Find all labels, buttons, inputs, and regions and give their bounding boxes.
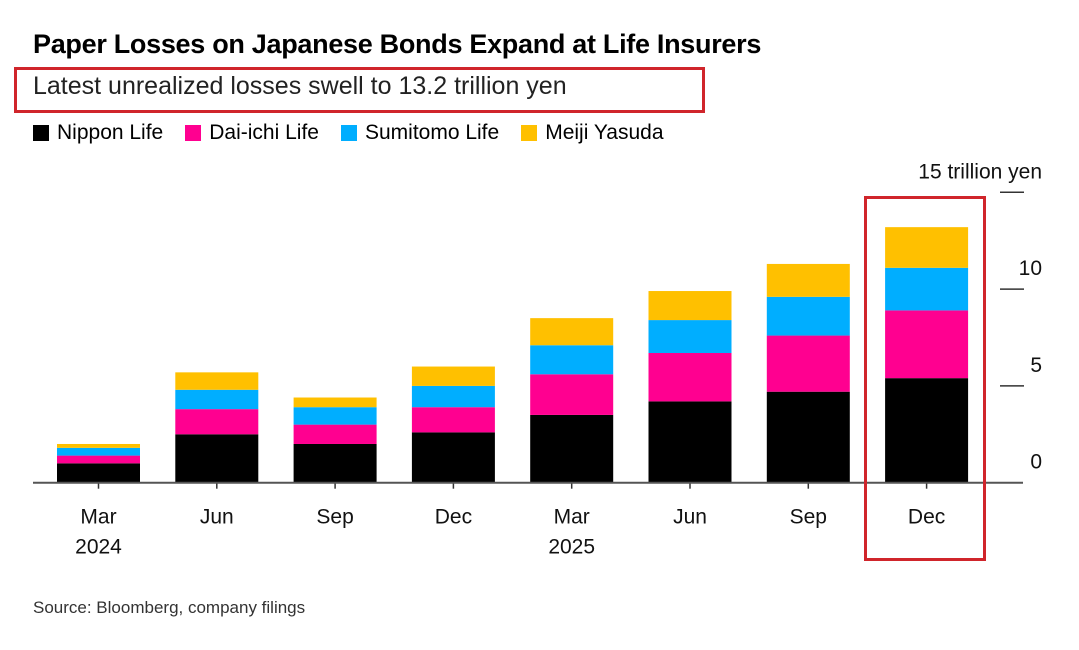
bar-segment [766,391,850,483]
subtitle-highlight-box [14,67,705,113]
y-tick-label: 15 trillion yen [918,160,1042,183]
bar-segment [293,443,377,483]
chart-title: Paper Losses on Japanese Bonds Expand at… [33,29,762,59]
legend-label: Meiji Yasuda [545,121,664,144]
source-note: Source: Bloomberg, company filings [33,598,306,617]
bar-segment [885,310,969,379]
x-tick-label: Dec [908,506,945,529]
legend-item: Dai-ichi Life [185,121,319,145]
bar-segment [648,401,732,483]
bar-segment [885,227,969,268]
x-tick-label: Jun [673,506,707,529]
bar-segment [530,318,614,346]
bar-segment [411,432,495,483]
bar-segment [885,378,969,483]
legend-item: Sumitomo Life [340,121,500,145]
bar-segment [175,409,259,435]
bar-segment [293,397,377,408]
legend-item: Meiji Yasuda [521,121,664,145]
x-tick-label: Sep [316,506,353,529]
bar-segment [885,267,969,311]
bar-segment [766,335,850,392]
bar-segment [766,296,850,336]
bar-segment [57,455,140,464]
x-tick-label: Mar [554,506,590,529]
legend-label: Nippon Life [57,121,164,144]
x-tick-label: Dec [435,506,472,529]
bar-segment [530,345,614,375]
legend-label: Dai-ichi Life [209,121,319,144]
legend-item: Nippon Life [33,121,163,145]
bar-segment [293,407,377,425]
bar-segment [648,291,732,321]
bar-segment [411,366,495,386]
chart-subtitle: Latest unrealized losses swell to 13.2 t… [33,72,567,100]
x-tick-label: 2025 [548,536,595,559]
bar-segment [766,263,850,297]
bar-segment [411,385,495,408]
x-tick-label: Sep [790,506,827,529]
bar-segment [57,443,140,448]
bar-segment [293,424,377,444]
bar-segment [175,372,259,390]
y-tick-label: 5 [1030,354,1042,377]
bar-segment [648,320,732,353]
y-tick-label: 10 [1019,257,1042,280]
bar-segment [411,407,495,433]
bar-segment [648,352,732,402]
x-tick-label: Jun [200,506,234,529]
bar-segment [57,447,140,456]
x-tick-label: 2024 [75,536,122,559]
legend-swatch [185,125,202,141]
bar-segment [530,374,614,415]
bar-segment [175,389,259,410]
legend-swatch [33,125,49,141]
legend-swatch [521,125,538,141]
x-tick-label: Mar [80,506,116,529]
legend-label: Sumitomo Life [364,121,500,144]
legend: Nippon Life Dai-ichi Life Sumitomo Life Mei… [33,121,664,145]
legend-swatch [340,125,357,141]
bar-segment [175,434,259,483]
bar-segment [530,414,614,483]
y-tick-label: 0 [1030,451,1042,474]
bar-segment [57,463,140,483]
dec-2025-highlight-box [864,196,986,561]
